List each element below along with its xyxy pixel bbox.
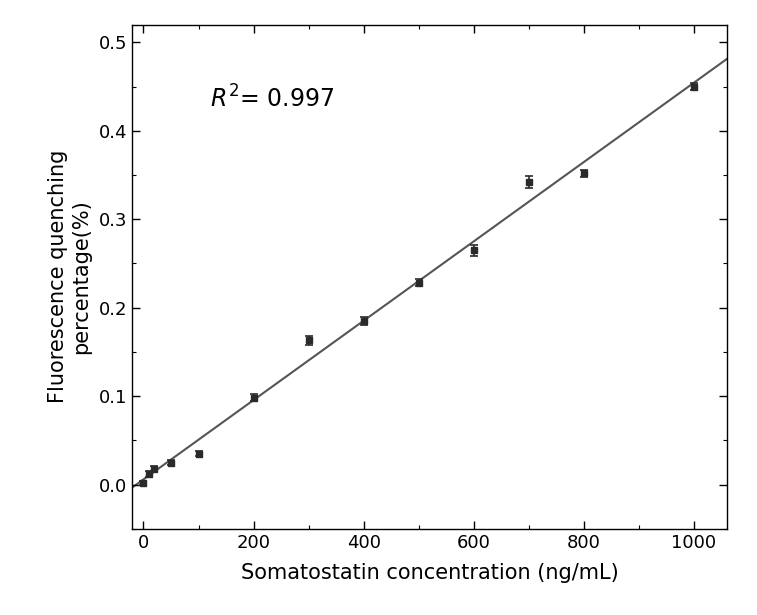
X-axis label: Somatostatin concentration (ng/mL): Somatostatin concentration (ng/mL) [241,563,618,583]
Text: $R^2$= 0.997: $R^2$= 0.997 [210,85,334,113]
Y-axis label: Fluorescence quenching
percentage(%): Fluorescence quenching percentage(%) [48,150,91,403]
